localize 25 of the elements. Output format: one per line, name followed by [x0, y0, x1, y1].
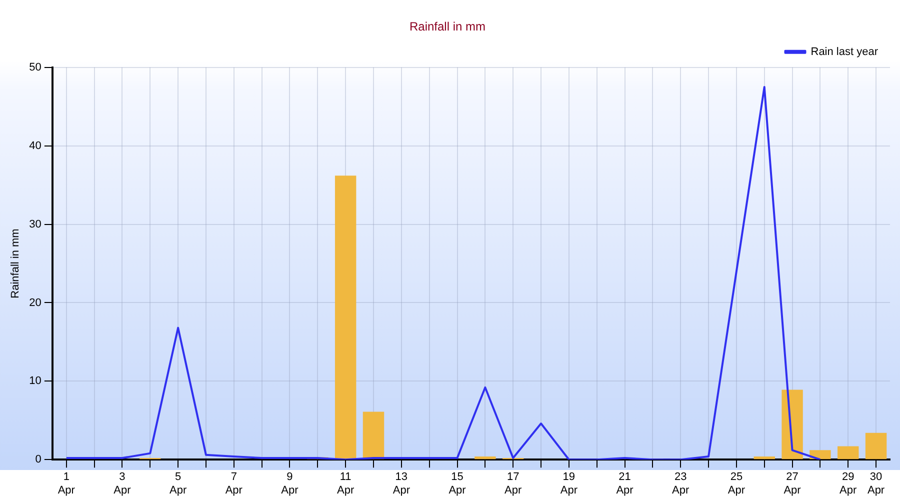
x-tick-label: 7 Apr — [225, 471, 243, 496]
x-tick-label: 25 Apr — [728, 471, 746, 496]
y-tick-label: 0 — [35, 454, 42, 466]
y-axis-title: Rainfall in mm — [10, 228, 22, 298]
x-tick-label: 13 Apr — [392, 471, 410, 496]
x-tick-label: 3 Apr — [114, 471, 132, 496]
y-tick-label: 40 — [29, 140, 42, 152]
x-tick-label: 1 Apr — [58, 471, 76, 496]
y-tick-label: 50 — [29, 61, 42, 74]
x-tick-label: 19 Apr — [560, 471, 578, 496]
x-tick-label: 21 Apr — [616, 471, 634, 496]
x-tick-label: 27 Apr — [784, 471, 802, 496]
x-tick-label: 15 Apr — [448, 471, 466, 496]
x-tick-label: 9 Apr — [281, 471, 299, 496]
y-tick-label: 20 — [29, 296, 42, 309]
x-tick-label: 30 Apr — [867, 471, 885, 496]
chart-title: Rainfall in mm — [409, 20, 486, 34]
legend-label: Rain last year — [810, 46, 878, 58]
y-tick-label: 30 — [29, 218, 42, 230]
x-tick-label: 29 Apr — [840, 471, 858, 496]
x-tick-label: 11 Apr — [337, 471, 354, 496]
y-tick-label: 10 — [29, 375, 42, 388]
x-tick-label: 17 Apr — [504, 471, 522, 496]
x-tick-label: 23 Apr — [672, 471, 690, 496]
x-tick-label: 5 Apr — [170, 471, 187, 496]
